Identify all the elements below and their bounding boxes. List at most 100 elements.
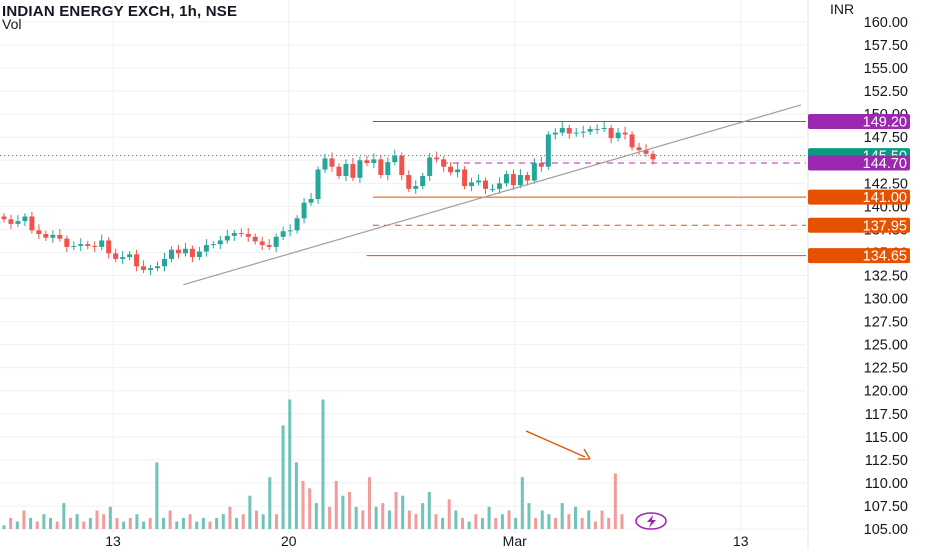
volume-bar <box>387 510 391 529</box>
volume-bar <box>68 517 72 529</box>
volume-bar <box>407 510 411 529</box>
candle-body <box>71 246 77 248</box>
y-tick-label: 115.00 <box>865 430 908 446</box>
y-tick-label: 105.00 <box>864 522 908 538</box>
candle-body <box>601 128 607 130</box>
volume-bar <box>507 510 511 529</box>
volume-bar <box>115 517 119 529</box>
candle-body <box>29 216 35 231</box>
volume-bar <box>593 521 597 529</box>
price-tag-label: 144.70 <box>863 156 907 172</box>
trendline-segment[interactable] <box>183 104 802 286</box>
y-tick-label: 117.50 <box>865 407 908 423</box>
trendline[interactable] <box>183 104 802 286</box>
candle-body <box>329 158 335 167</box>
candle-body <box>420 175 426 187</box>
candle-body <box>538 163 544 167</box>
volume-bar <box>401 495 405 529</box>
currency-label: INR <box>830 1 854 17</box>
price-tag <box>808 155 910 171</box>
candle-body <box>287 230 293 232</box>
candle-body <box>266 245 272 247</box>
volume-bar <box>580 517 584 529</box>
volume-bar <box>122 521 126 529</box>
candle-body <box>503 174 509 184</box>
volume-bar <box>135 514 139 529</box>
volume-bar <box>2 525 6 529</box>
volume-bar <box>22 510 26 529</box>
price-levels <box>0 121 806 257</box>
price-axis[interactable]: INR160.00157.50155.00152.50150.00147.501… <box>807 0 908 550</box>
candle-body <box>496 183 502 189</box>
lightning-icon <box>647 515 656 528</box>
candle-body <box>510 174 516 186</box>
volume-bar <box>228 506 232 529</box>
volume-bar <box>42 514 46 529</box>
volume-bar <box>15 521 19 529</box>
y-tick-label: 122.50 <box>864 361 908 377</box>
volume-bar <box>208 521 212 529</box>
candle-body <box>155 266 161 269</box>
volume-bar <box>175 521 179 529</box>
annotation-arrow-shaft <box>525 430 586 458</box>
volume-bar <box>534 517 538 529</box>
time-axis[interactable]: 13 20 Mar 13 <box>105 533 749 549</box>
candle-body <box>85 244 91 247</box>
volume-bar <box>394 492 398 529</box>
candle-body <box>252 236 258 242</box>
candle-body <box>50 234 56 238</box>
candle-body <box>552 132 558 135</box>
candle-body <box>455 169 461 173</box>
volume-bar <box>494 517 498 529</box>
candle-body <box>231 233 237 236</box>
volume-bar <box>75 514 79 529</box>
y-tick-label: 127.50 <box>864 315 908 331</box>
volume-bar <box>540 510 544 529</box>
volume-bar <box>414 514 418 529</box>
candle-body <box>357 160 363 178</box>
candle-body <box>531 163 537 181</box>
y-tick-label: 110.00 <box>865 476 908 492</box>
grid <box>0 0 806 533</box>
candle-body <box>469 182 475 187</box>
y-tick-label: 132.50 <box>864 269 908 285</box>
candle-body <box>203 245 209 252</box>
candle-body <box>168 249 174 259</box>
volume-bar <box>500 514 504 529</box>
y-tick-label: 130.00 <box>864 292 908 308</box>
volume-bar <box>381 503 385 529</box>
volume-bar <box>567 514 571 529</box>
candle-body <box>196 251 202 258</box>
annotations <box>525 430 667 530</box>
volume-bar <box>241 514 245 529</box>
volume-bar <box>607 517 611 529</box>
candle-body <box>406 175 412 189</box>
y-tick-label: 147.50 <box>864 130 908 146</box>
candle-body <box>57 234 63 239</box>
candle-body <box>210 244 216 246</box>
volume-bar <box>487 506 491 529</box>
volume-bar <box>321 399 325 529</box>
candle-body <box>608 128 614 139</box>
volume-bar <box>454 510 458 529</box>
candle-body <box>36 230 42 235</box>
candle-body <box>371 159 377 164</box>
volume-bar <box>514 517 518 529</box>
volume-bar <box>281 425 285 529</box>
volume-bar <box>128 517 132 529</box>
candle-body <box>559 128 565 133</box>
volume-bar <box>554 517 558 529</box>
volume-bar <box>301 480 305 529</box>
volume-bar <box>102 514 106 529</box>
candle-body <box>650 153 656 160</box>
candle-body <box>43 234 49 238</box>
volume-bar <box>274 514 278 529</box>
candle-body <box>336 166 342 176</box>
candle-body <box>392 155 398 163</box>
candle-body <box>78 244 84 247</box>
candle-body <box>273 236 279 247</box>
candle-body <box>434 157 440 160</box>
candle-body <box>385 162 391 176</box>
volume-bar <box>9 517 13 529</box>
